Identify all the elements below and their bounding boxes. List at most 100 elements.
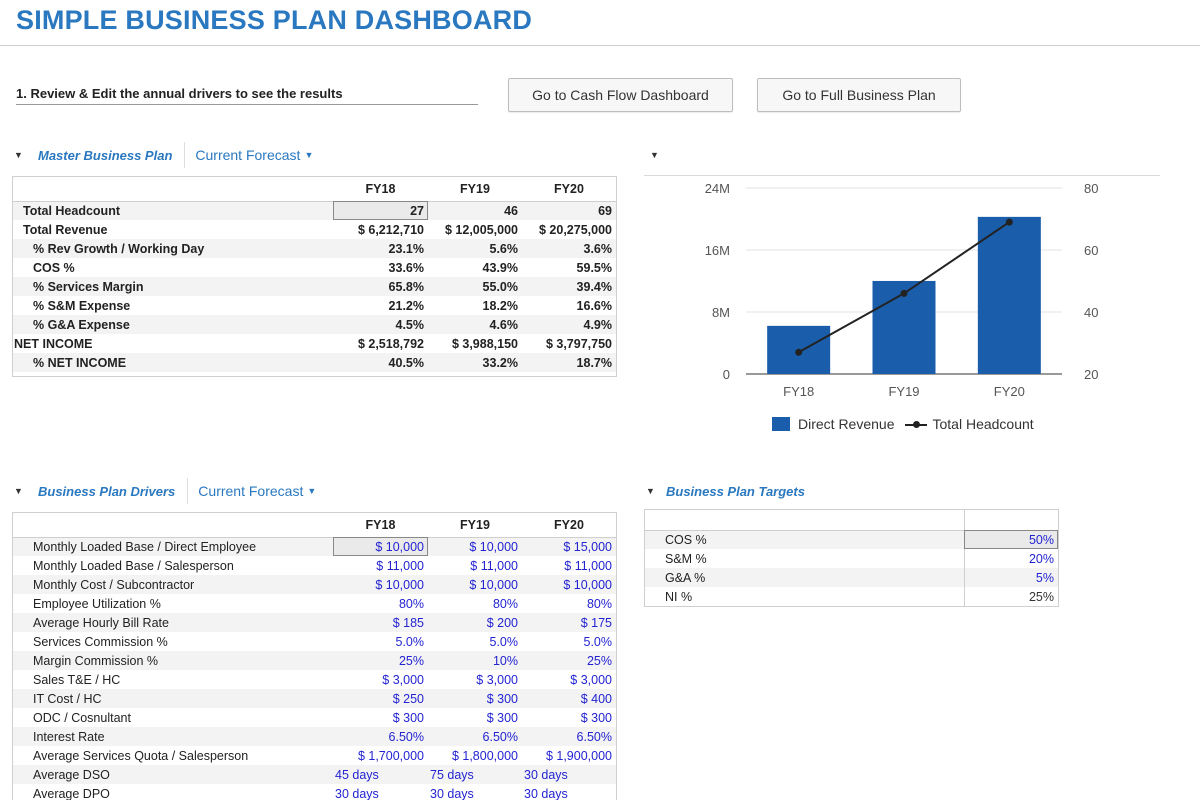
driver-input-cell[interactable]: 25% — [522, 651, 616, 670]
collapse-caret-icon[interactable]: ▼ — [14, 150, 23, 160]
cell[interactable]: 46 — [428, 201, 522, 220]
driver-input-cell[interactable]: $ 300 — [428, 689, 522, 708]
driver-input-cell[interactable]: 6.50% — [522, 727, 616, 746]
driver-input-cell[interactable]: 45 days — [333, 765, 428, 784]
target-input-cell[interactable]: 50% — [963, 530, 1058, 549]
table-row: S&M % 20% — [645, 549, 1058, 568]
driver-input-cell[interactable]: 30 days — [524, 786, 568, 800]
drivers-table-frame — [12, 512, 617, 800]
driver-input-cell[interactable]: $ 10,000 — [333, 537, 428, 556]
cell[interactable]: $ 3,988,150 — [451, 336, 518, 351]
collapse-caret-icon[interactable]: ▼ — [646, 486, 655, 496]
cell[interactable]: 4.5% — [333, 315, 428, 334]
drivers-col-header: FY18 — [333, 513, 428, 538]
driver-input-cell[interactable]: $ 200 — [428, 613, 522, 632]
table-row: Total Headcount 27 46 69 — [13, 201, 616, 220]
cell[interactable]: 39.4% — [522, 277, 616, 296]
cell[interactable]: $ 2,518,792 — [357, 336, 424, 351]
driver-input-cell[interactable]: $ 15,000 — [522, 537, 616, 556]
driver-input-cell[interactable]: 6.50% — [428, 727, 522, 746]
driver-input-cell[interactable]: $ 10,000 — [428, 537, 522, 556]
cell[interactable]: 33.6% — [388, 260, 424, 275]
drivers-title: Business Plan Drivers — [38, 483, 176, 499]
full-business-plan-button[interactable]: Go to Full Business Plan — [757, 78, 961, 112]
driver-input-cell[interactable]: 6.50% — [333, 727, 428, 746]
driver-input-cell[interactable]: 30 days — [335, 786, 379, 800]
cell[interactable]: 23.1% — [333, 239, 428, 258]
row-label: Employee Utilization % — [33, 596, 161, 611]
target-input-cell[interactable]: 5% — [963, 568, 1058, 587]
targets-title: Business Plan Targets — [666, 483, 805, 499]
target-input-cell[interactable]: 20% — [963, 549, 1058, 568]
cell[interactable]: 16.6% — [576, 298, 612, 313]
cell[interactable]: 4.9% — [522, 315, 616, 334]
chevron-down-icon[interactable]: ▼ — [304, 150, 314, 160]
driver-input-cell[interactable]: $ 3,000 — [476, 672, 518, 687]
driver-input-cell[interactable]: $ 11,000 — [470, 558, 518, 573]
driver-input-cell[interactable]: 5.0% — [489, 634, 519, 649]
driver-input-cell[interactable]: 80% — [586, 596, 612, 611]
driver-input-cell[interactable]: $ 300 — [486, 710, 518, 725]
driver-input-cell[interactable]: $ 1,700,000 — [357, 748, 424, 763]
driver-input-cell[interactable]: $ 10,000 — [333, 575, 428, 594]
cell[interactable]: 59.5% — [576, 260, 612, 275]
cell[interactable]: 18.2% — [482, 298, 518, 313]
target-input-cell[interactable]: 25% — [963, 587, 1058, 606]
driver-input-cell[interactable]: 10% — [428, 651, 522, 670]
driver-input-cell[interactable]: $ 3,000 — [570, 672, 612, 687]
driver-input-cell[interactable]: 80% — [492, 596, 518, 611]
cell[interactable]: 4.6% — [428, 315, 522, 334]
title-divider — [0, 45, 1200, 46]
driver-input-cell[interactable]: $ 10,000 — [428, 575, 522, 594]
y-left-tick-label: 0 — [723, 367, 730, 382]
driver-input-cell[interactable]: $ 1,800,000 — [451, 748, 518, 763]
table-row: % G&A Expense 4.5% 4.6% 4.9% — [13, 315, 616, 334]
drivers-forecast-filter[interactable]: Current Forecast — [198, 483, 304, 499]
driver-input-cell[interactable]: $ 250 — [333, 689, 428, 708]
table-row: NI % 25% — [645, 587, 1058, 606]
driver-input-cell[interactable]: $ 11,000 — [376, 558, 424, 573]
driver-input-cell[interactable]: 30 days — [430, 786, 474, 800]
cell[interactable]: $ 6,212,710 — [357, 222, 424, 237]
master-forecast-filter[interactable]: Current Forecast — [195, 147, 301, 163]
driver-input-cell[interactable]: $ 185 — [333, 613, 428, 632]
driver-input-cell[interactable]: $ 175 — [522, 613, 616, 632]
driver-input-cell[interactable]: $ 400 — [522, 689, 616, 708]
table-row: IT Cost / HC $ 250 $ 300 $ 400 — [13, 689, 616, 708]
cell[interactable]: 40.5% — [333, 353, 428, 372]
cell[interactable]: $ 3,797,750 — [545, 336, 612, 351]
master-table-frame — [12, 176, 617, 377]
driver-input-cell[interactable]: 5.0% — [583, 634, 613, 649]
chart-collapse-caret-icon[interactable]: ▼ — [650, 150, 659, 160]
table-row: % Rev Growth / Working Day 23.1% 5.6% 3.… — [13, 239, 616, 258]
cell[interactable]: $ 12,005,000 — [445, 222, 518, 237]
cell[interactable]: 27 — [333, 201, 428, 220]
driver-input-cell[interactable]: 75 days — [428, 765, 522, 784]
driver-input-cell[interactable]: $ 3,000 — [382, 672, 424, 687]
cell[interactable]: 55.0% — [428, 277, 522, 296]
collapse-caret-icon[interactable]: ▼ — [14, 486, 23, 496]
driver-input-cell[interactable]: $ 11,000 — [564, 558, 612, 573]
cell[interactable]: $ 20,275,000 — [539, 222, 612, 237]
driver-input-cell[interactable]: $ 300 — [392, 710, 424, 725]
driver-input-cell[interactable]: $ 1,900,000 — [545, 748, 612, 763]
cell[interactable]: 5.6% — [428, 239, 522, 258]
cell[interactable]: 43.9% — [482, 260, 518, 275]
driver-input-cell[interactable]: 25% — [333, 651, 428, 670]
chevron-down-icon[interactable]: ▼ — [307, 486, 317, 496]
target-label: S&M % — [665, 551, 707, 566]
driver-input-cell[interactable]: $ 300 — [580, 710, 612, 725]
cell[interactable]: 3.6% — [522, 239, 616, 258]
driver-input-cell[interactable]: 30 days — [522, 765, 616, 784]
target-label: NI % — [665, 589, 693, 604]
cell[interactable]: 69 — [522, 201, 616, 220]
driver-input-cell[interactable]: 80% — [398, 596, 424, 611]
cell[interactable]: 21.2% — [388, 298, 424, 313]
cell[interactable]: 33.2% — [428, 353, 522, 372]
cell[interactable]: 65.8% — [333, 277, 428, 296]
chart-legend: Direct Revenue Total Headcount — [772, 416, 1034, 432]
cash-flow-dashboard-button[interactable]: Go to Cash Flow Dashboard — [508, 78, 733, 112]
driver-input-cell[interactable]: $ 10,000 — [522, 575, 616, 594]
cell[interactable]: 18.7% — [522, 353, 616, 372]
driver-input-cell[interactable]: 5.0% — [395, 634, 425, 649]
